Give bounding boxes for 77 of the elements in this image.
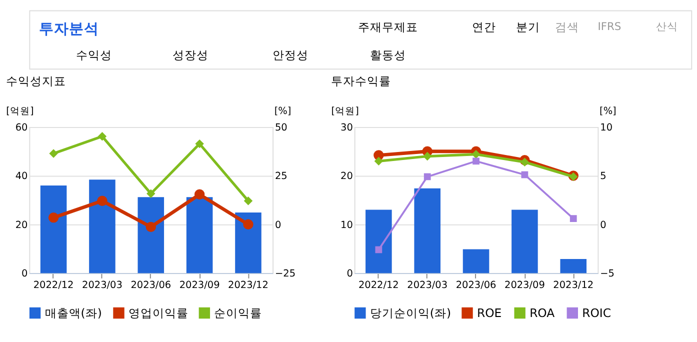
y2-tick-label: 5 (600, 171, 606, 182)
y-tick-label: 40 (15, 171, 28, 182)
point (570, 215, 577, 222)
chart-title: 투자수익률 (331, 74, 392, 88)
y2-tick-label: 25 (275, 171, 288, 182)
y2-tick-label: 0 (600, 220, 606, 231)
y-tick-label: 0 (346, 268, 353, 280)
legend-label: ROA (530, 306, 555, 320)
bar (138, 197, 164, 274)
y2-tick-label: 50 (275, 122, 288, 134)
legend-label: ROIC (582, 306, 612, 320)
legend-label: 영업이익률 (128, 306, 188, 320)
bar (89, 180, 116, 274)
bar (366, 210, 392, 274)
legend-label: 순이익률 (214, 306, 262, 320)
x-tick-label: 2022/12 (33, 280, 74, 292)
text: 검색 (554, 20, 579, 34)
text: 산식 (656, 20, 678, 33)
legend-label: 당기순이익(좌) (370, 306, 452, 320)
bar (40, 185, 67, 274)
text: 활동성 (370, 48, 406, 62)
point (195, 139, 204, 148)
y2-tick-label: 10 (600, 122, 613, 134)
bar (560, 258, 587, 274)
bar (462, 249, 490, 274)
legend-label: ROE (476, 306, 502, 320)
x-tick-label: 2023/06 (456, 280, 496, 292)
y-tick-label: 0 (22, 268, 28, 280)
bar (186, 197, 213, 274)
text: 수익성 (76, 48, 112, 62)
bar (512, 210, 538, 274)
point (146, 189, 156, 198)
x-tick-label: 2022/12 (358, 280, 399, 292)
point (375, 246, 382, 254)
y-axis-title: [억원] (6, 106, 34, 117)
y-tick-label: 30 (340, 122, 353, 134)
y-axis-title: [억원] (331, 106, 359, 117)
y-tick-label: 20 (340, 171, 353, 182)
point (472, 158, 480, 165)
x-tick-label: 2023/09 (179, 280, 220, 292)
y2-tick-label: −5 (600, 268, 614, 280)
x-tick-label: 2023/06 (130, 280, 172, 292)
point (472, 150, 480, 159)
point (97, 196, 108, 206)
x-tick-label: 2023/03 (82, 280, 122, 292)
text: 안정성 (272, 48, 309, 62)
point (520, 158, 530, 166)
point (49, 149, 58, 158)
y2-tick-label: −25 (275, 268, 296, 280)
bar (235, 212, 262, 274)
bar (414, 188, 440, 274)
x-tick-label: 2023/09 (504, 280, 545, 292)
y-tick-label: 20 (15, 220, 28, 231)
y-tick-label: 60 (15, 122, 28, 134)
y-tick-label: 10 (340, 220, 353, 231)
x-tick-label: 2023/03 (407, 280, 448, 292)
y2-tick-label: 0 (275, 220, 282, 231)
point (243, 219, 254, 230)
point (424, 173, 431, 180)
text: 연간 (472, 20, 496, 34)
text: IFRS (598, 20, 622, 33)
point (374, 156, 384, 166)
point (146, 222, 156, 232)
point (48, 212, 59, 223)
point (194, 189, 205, 200)
text: 분기 (516, 20, 540, 34)
text: 성장성 (172, 48, 208, 62)
y2-axis-title: [%] (600, 106, 616, 117)
x-tick-label: 2023/12 (553, 280, 594, 292)
point (244, 196, 253, 206)
point (98, 132, 107, 141)
text: 투자분석 (38, 20, 99, 38)
x-tick-label: 2023/12 (228, 280, 268, 292)
legend-label: 매출액(좌) (44, 306, 102, 320)
chart-title: 수익성지표 (6, 74, 66, 88)
text: 주재무제표 (358, 20, 418, 34)
y2-axis-title: [%] (274, 106, 292, 117)
